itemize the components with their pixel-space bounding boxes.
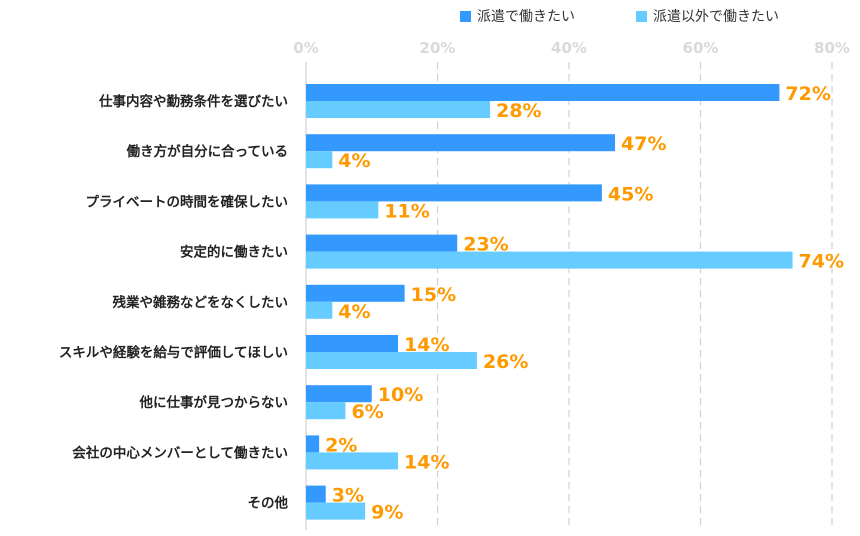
bar xyxy=(306,301,333,319)
category-label: 安定的に働きたい xyxy=(180,244,288,261)
legend-label: 派遣以外で働きたい xyxy=(653,9,779,25)
data-label: 4% xyxy=(338,150,370,172)
bar xyxy=(306,485,326,503)
bar xyxy=(306,234,458,252)
bar xyxy=(306,101,491,118)
data-label: 9% xyxy=(371,502,403,524)
data-label: 4% xyxy=(338,301,370,323)
legend-item-haken: 派遣で働きたい xyxy=(460,6,575,26)
bar xyxy=(306,435,320,453)
category-label: その他 xyxy=(248,495,289,512)
data-label: 2% xyxy=(325,434,357,456)
bar xyxy=(306,352,477,369)
tick-label: 60% xyxy=(683,39,719,57)
bar xyxy=(306,284,405,302)
data-label: 15% xyxy=(411,284,456,306)
legend-swatch xyxy=(460,10,471,22)
category-label: 他に仕事が見つからない xyxy=(139,394,289,411)
data-label: 74% xyxy=(799,251,844,273)
bar xyxy=(306,251,793,269)
bar xyxy=(306,385,372,403)
bar xyxy=(306,134,616,152)
data-label: 72% xyxy=(785,83,830,105)
tick-label: 80% xyxy=(814,39,850,57)
data-label: 23% xyxy=(463,234,508,256)
legend-swatch xyxy=(636,10,647,22)
data-label: 28% xyxy=(496,100,541,122)
data-label: 10% xyxy=(378,384,423,406)
data-label: 6% xyxy=(351,401,383,423)
bar xyxy=(306,84,780,101)
data-label: 45% xyxy=(608,183,653,205)
category-label: 仕事内容や勤務条件を選びたい xyxy=(98,93,288,110)
bar xyxy=(306,502,366,520)
bar xyxy=(306,184,602,202)
category-label: 会社の中心メンバーとして働きたい xyxy=(72,444,288,461)
category-label: 働き方が自分に合っている xyxy=(126,143,288,160)
bar xyxy=(306,335,399,352)
legend-item-other: 派遣以外で働きたい xyxy=(636,6,779,26)
tick-label: 20% xyxy=(420,39,456,57)
bar xyxy=(306,201,379,219)
bar xyxy=(306,151,333,169)
data-label: 11% xyxy=(384,200,429,222)
data-label: 47% xyxy=(621,133,666,155)
category-label: 残業や雑務などをなくしたい xyxy=(113,294,289,311)
category-label: プライベートの時間を確保したい xyxy=(86,193,289,210)
bar xyxy=(306,402,346,420)
tick-label: 0% xyxy=(293,39,318,57)
data-label: 14% xyxy=(404,334,449,356)
data-label: 26% xyxy=(483,351,528,373)
category-label: スキルや経験を給与で評価してほしい xyxy=(59,344,288,361)
bar xyxy=(306,452,399,470)
legend-label: 派遣で働きたい xyxy=(477,9,575,25)
data-label: 3% xyxy=(332,485,364,507)
tick-label: 40% xyxy=(551,39,587,57)
data-label: 14% xyxy=(404,451,449,473)
